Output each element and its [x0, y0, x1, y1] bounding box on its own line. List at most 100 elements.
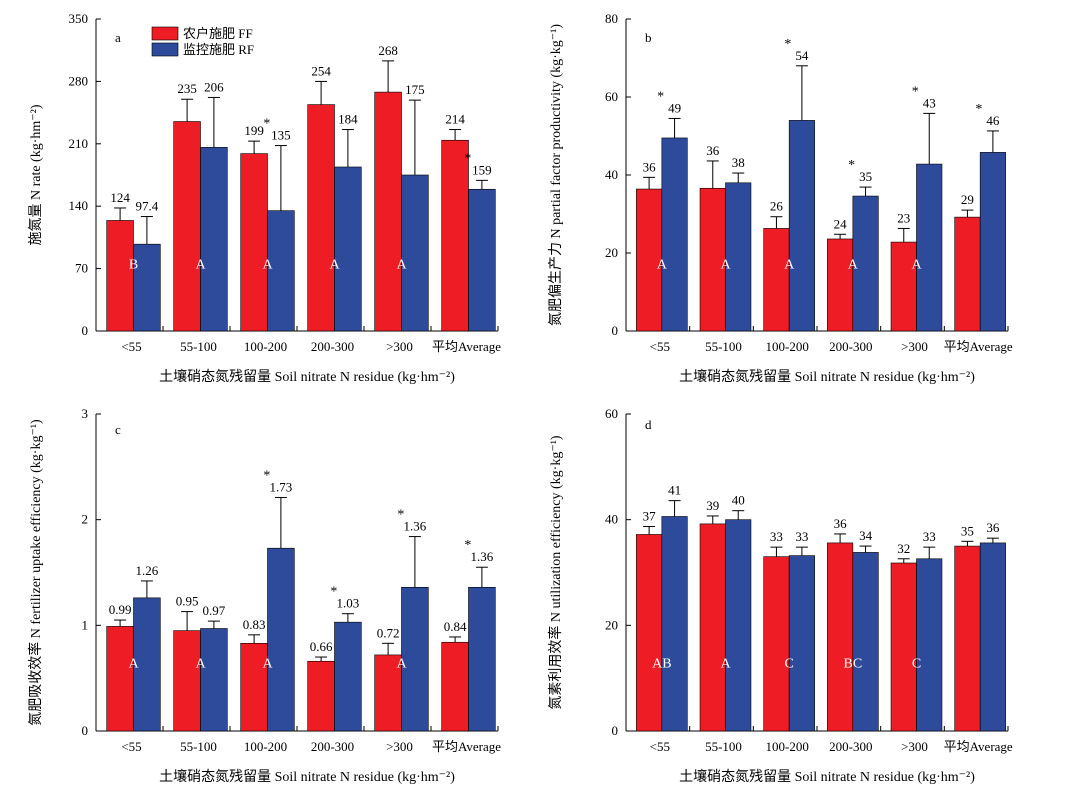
- bar-ff: [307, 104, 335, 332]
- y-tick-label: 2: [82, 512, 89, 527]
- data-label: 46: [986, 113, 1000, 128]
- data-label: 0.97: [203, 603, 226, 618]
- x-tick-label: >300: [386, 339, 413, 354]
- panel-letter: b: [645, 30, 652, 45]
- bar-rf: [725, 519, 752, 732]
- x-tick-label: <55: [650, 339, 670, 354]
- x-tick-label: 100-200: [244, 339, 287, 354]
- bar-rf: [852, 195, 879, 332]
- group-letter: A: [720, 657, 731, 672]
- y-tick-label: 80: [605, 11, 618, 26]
- data-label: 38: [732, 155, 745, 170]
- panel-letter: a: [115, 30, 121, 45]
- data-label: 29: [961, 192, 974, 207]
- bar-rf: [979, 542, 1006, 732]
- data-label: 34: [859, 528, 873, 543]
- y-tick-label: 20: [605, 245, 618, 260]
- bar-rf: [133, 597, 161, 732]
- x-tick-label: 100-200: [765, 739, 808, 754]
- bar-ff: [240, 642, 268, 732]
- data-label: 0.99: [109, 602, 132, 617]
- data-label: 184: [338, 112, 358, 127]
- group-letter: A: [784, 258, 795, 273]
- y-tick-label: 0: [612, 323, 619, 338]
- bar-ff: [954, 545, 981, 732]
- y-tick-label: 40: [605, 167, 618, 182]
- y-tick-label: 70: [75, 261, 88, 276]
- bar-ff: [827, 542, 854, 732]
- legend-label-rf: 监控施肥 RF: [183, 42, 254, 57]
- bar-ff: [827, 238, 854, 332]
- group-letter: A: [262, 258, 273, 273]
- legend-swatch-ff: [151, 26, 179, 41]
- bar-rf: [334, 621, 362, 732]
- x-tick-label: >300: [901, 739, 928, 754]
- y-tick-label: 20: [605, 617, 618, 632]
- x-axis-label: 土壤硝态氮残留量 Soil nitrate N residue (kg·hm⁻²…: [159, 768, 455, 785]
- group-letter: A: [329, 258, 340, 273]
- bar-ff: [173, 121, 201, 332]
- data-label: 33: [770, 529, 783, 544]
- bar-ff: [699, 523, 726, 732]
- data-label: 199: [244, 123, 264, 138]
- data-label: 0.72: [377, 625, 400, 640]
- significance-star: *: [848, 158, 855, 173]
- data-label: 40: [732, 493, 745, 508]
- y-tick-label: 210: [69, 136, 89, 151]
- x-tick-label: 200-300: [829, 739, 872, 754]
- data-label: 175: [405, 82, 425, 97]
- y-tick-label: 1: [82, 617, 89, 632]
- group-letter: A: [720, 258, 731, 273]
- bar-ff: [890, 562, 917, 732]
- group-letter: C: [912, 657, 921, 672]
- x-tick-label: 200-300: [311, 339, 354, 354]
- legend-label-ff: 农户施肥 FF: [183, 26, 253, 41]
- bar-rf: [725, 182, 752, 332]
- x-tick-label: 平均Average: [432, 339, 501, 354]
- significance-star: *: [397, 508, 404, 523]
- bar-rf: [661, 137, 688, 332]
- bar-rf: [334, 166, 362, 332]
- data-label: 54: [795, 48, 809, 63]
- bar-rf: [267, 210, 295, 332]
- y-tick-label: 60: [605, 406, 618, 421]
- group-letter: A: [911, 258, 922, 273]
- x-axis-label: 土壤硝态氮残留量 Soil nitrate N residue (kg·hm⁻²…: [679, 768, 975, 785]
- data-label: 1.36: [471, 549, 494, 564]
- data-label: 33: [795, 529, 808, 544]
- bar-rf: [200, 147, 228, 332]
- x-tick-label: <55: [650, 739, 670, 754]
- bar-rf: [401, 586, 429, 732]
- y-tick-label: 40: [605, 512, 618, 527]
- data-label: 1.73: [270, 479, 293, 494]
- y-tick-label: 350: [69, 11, 89, 26]
- x-tick-label: <55: [121, 739, 141, 754]
- group-letter: A: [128, 657, 139, 672]
- x-tick-label: 200-300: [829, 339, 872, 354]
- x-axis-label: 土壤硝态氮残留量 Soil nitrate N residue (kg·hm⁻²…: [159, 368, 455, 385]
- data-label: 124: [110, 190, 130, 205]
- chart-panel-a: 0 70 140 210 280 350 a <55 124 97.4 B 55-100 235 206 A…: [28, 11, 501, 385]
- chart-panel-b: 0 20 40 60 80 b <55 36 49 * A 55-100 36 38 A 100-200 26 5…: [548, 11, 1013, 385]
- data-label: 268: [378, 43, 398, 58]
- panel-letter: d: [645, 417, 652, 432]
- x-tick-label: <55: [121, 339, 141, 354]
- group-letter: A: [848, 258, 859, 273]
- significance-star: *: [912, 84, 919, 99]
- bar-rf: [267, 547, 295, 732]
- panel-letter: c: [115, 422, 121, 437]
- chart-panel-c: 0 1 2 3 c <55 0.99 1.26 A 55-100 0.95 0.97 A 100-200 0…: [27, 406, 501, 785]
- bar-ff: [699, 187, 726, 332]
- bar-ff: [636, 534, 663, 732]
- data-label: 1.26: [136, 563, 159, 578]
- y-tick-label: 140: [69, 198, 89, 213]
- data-label: 43: [923, 95, 936, 110]
- significance-star: *: [784, 37, 791, 52]
- legend-swatch-rf: [151, 42, 179, 57]
- bar-ff: [636, 188, 663, 332]
- data-label: 35: [859, 169, 872, 184]
- bar-ff: [763, 556, 790, 732]
- data-label: 235: [177, 81, 197, 96]
